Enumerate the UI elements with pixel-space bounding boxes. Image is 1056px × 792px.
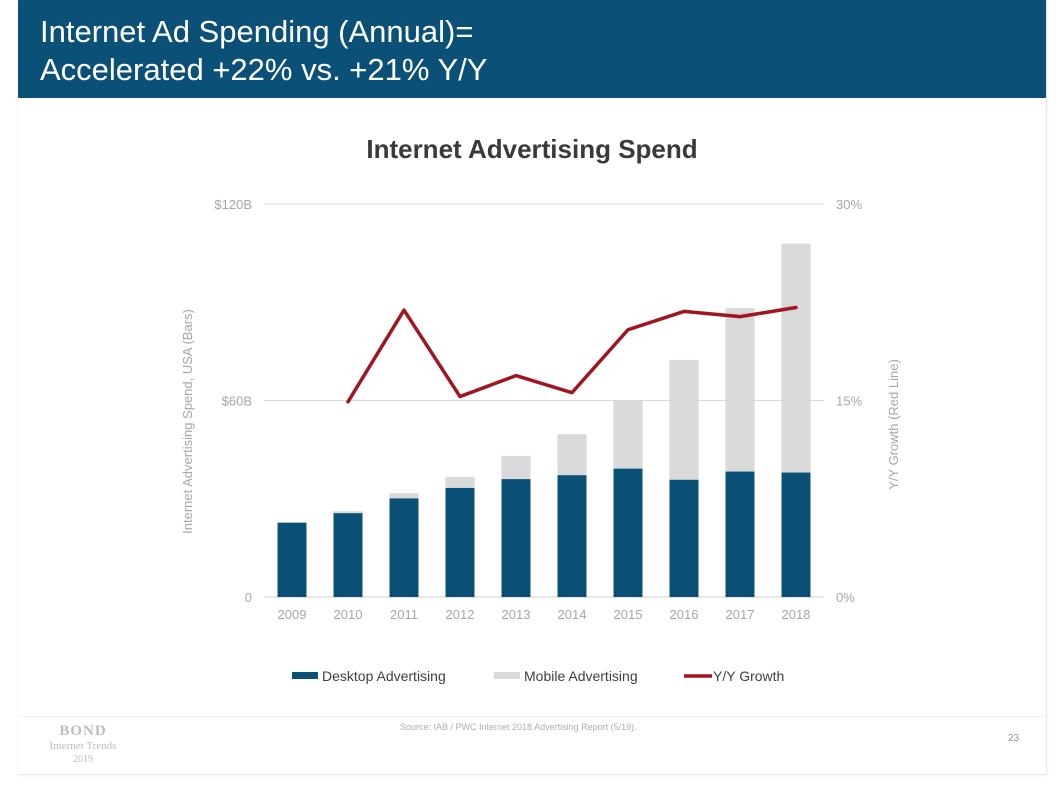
chart-title: Internet Advertising Spend (366, 134, 697, 164)
bond-logo: BOND Internet Trends 2019 (40, 723, 126, 767)
desktop-bar (613, 468, 643, 597)
header-banner: Internet Ad Spending (Annual)= Accelerat… (18, 0, 1046, 98)
slide: Internet Ad Spending (Annual)= Accelerat… (18, 0, 1047, 775)
mobile-bar (389, 493, 419, 499)
slide-title-line2: Accelerated +22% vs. +21% Y/Y (40, 52, 488, 87)
x-tick-label: 2017 (726, 607, 755, 622)
mobile-bar (333, 511, 363, 514)
mobile-bar (613, 400, 643, 469)
desktop-bar (557, 475, 587, 597)
logo-subtitle: Internet Trends (49, 740, 117, 752)
desktop-bar (389, 498, 419, 597)
x-tick-label: 2013 (502, 607, 531, 622)
legend-label-mobile: Mobile Advertising (524, 668, 638, 684)
mobile-bar (725, 308, 755, 472)
legend-swatch-mobile (494, 672, 520, 679)
desktop-bar (445, 487, 475, 597)
mobile-bar (557, 434, 587, 476)
source-note: Source: IAB / PWC Internet 2018 Advertis… (400, 722, 637, 732)
y2-tick-label: 30% (836, 197, 862, 212)
x-tick-label: 2015 (614, 607, 643, 622)
y2-tick-label: 0% (836, 590, 855, 605)
x-tick-label: 2014 (558, 607, 587, 622)
mobile-bar (781, 243, 811, 473)
legend-label-growth: Y/Y Growth (713, 668, 784, 684)
desktop-bar (333, 513, 363, 597)
mobile-bar (501, 455, 531, 480)
logo-text: BOND (59, 723, 107, 739)
legend-label-desktop: Desktop Advertising (322, 668, 446, 684)
y2-tick-label: 15% (836, 394, 862, 409)
x-tick-label: 2016 (670, 607, 699, 622)
x-tick-label: 2011 (390, 607, 418, 622)
x-tick-label: 2018 (782, 607, 811, 622)
slide-title-line1: Internet Ad Spending (Annual)= (40, 14, 474, 49)
mobile-bar (669, 359, 699, 480)
desktop-bar (277, 522, 307, 597)
y-axis-title: Internet Advertising Spend, USA (Bars) (180, 309, 195, 534)
page-number: 23 (1008, 733, 1020, 744)
x-tick-label: 2009 (278, 607, 307, 622)
footer-divider (18, 716, 1046, 717)
desktop-bar (781, 472, 811, 597)
legend-swatch-desktop (292, 672, 318, 679)
desktop-bar (501, 479, 531, 597)
y2-axis-title: Y/Y Growth (Red Line) (886, 359, 901, 490)
y-tick-label: $60B (222, 394, 252, 409)
desktop-bar (725, 471, 755, 597)
x-tick-label: 2012 (446, 607, 475, 622)
desktop-bar (669, 479, 699, 597)
growth-line (346, 305, 798, 404)
y-tick-label: 0 (245, 590, 252, 605)
x-tick-label: 2010 (334, 607, 363, 622)
logo-year: 2019 (73, 754, 93, 765)
mobile-bar (445, 476, 475, 488)
y-tick-label: $120B (214, 197, 252, 212)
